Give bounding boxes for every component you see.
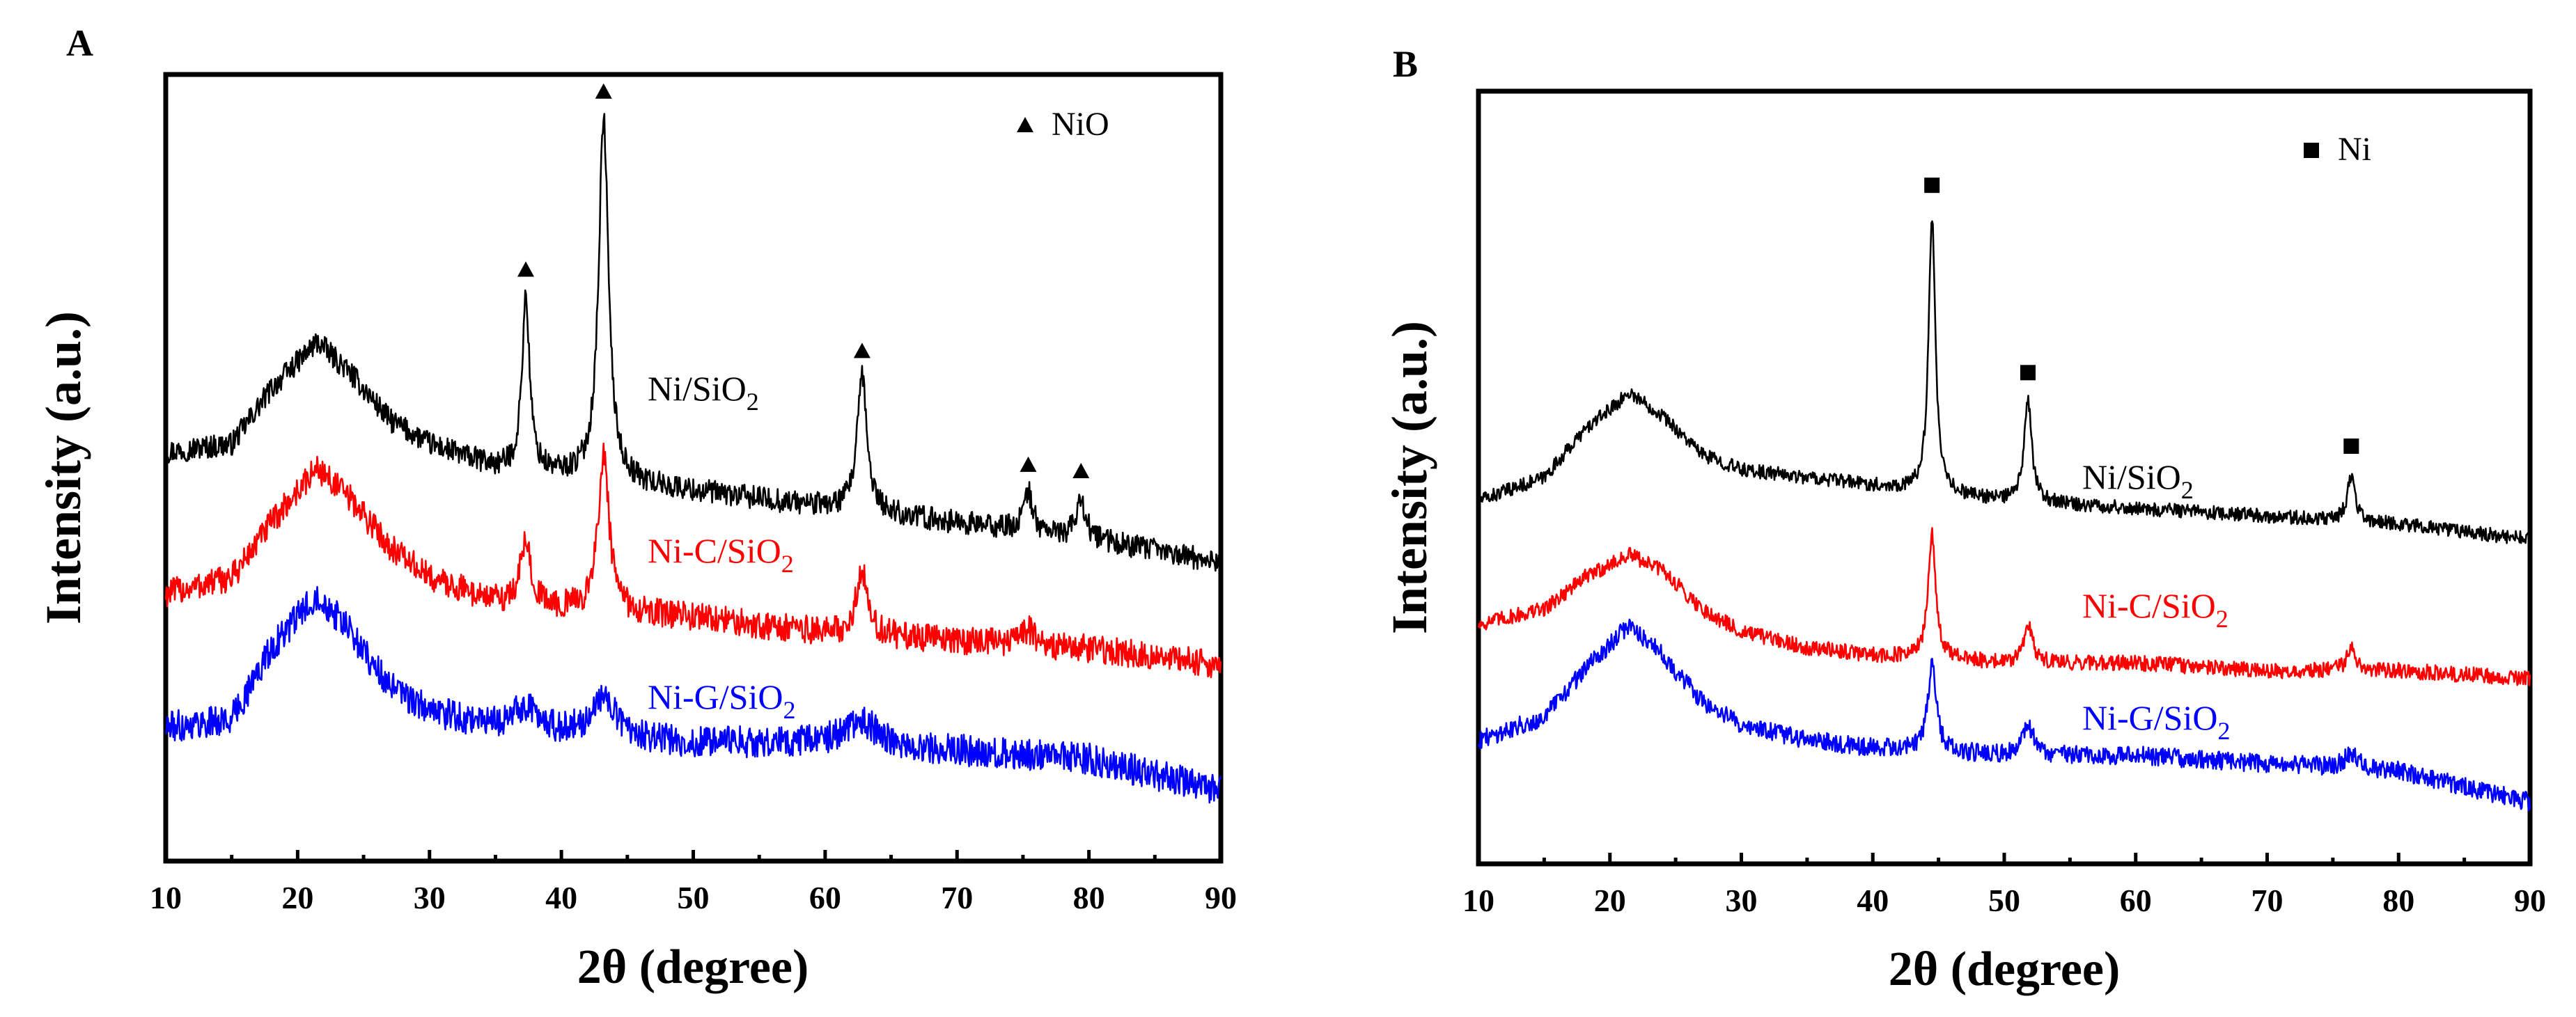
panel-a-series-label-ni-c-sio2: Ni-C/SiO2 (648, 531, 794, 578)
panel-b-series-line-ni-g-sio2 (1477, 618, 2531, 812)
panel-a-x-ticks: 10 20 30 40 50 60 70 80 90 (150, 850, 1237, 915)
panel-b-peak-markers (1924, 178, 2359, 454)
panel-b-x-tick-label: 30 (1726, 883, 1758, 918)
panel-a-legend: NiO (1017, 106, 1109, 143)
panel-b-series-label-ni-c-sio2: Ni-C/SiO2 (2082, 586, 2228, 633)
panel-b-x-tick-label: 50 (1988, 883, 2020, 918)
panel-a-x-tick-label: 10 (150, 880, 182, 915)
panel-a-series-line-ni-sio2 (164, 113, 1222, 572)
panel-b-x-tick-label: 90 (2514, 883, 2546, 918)
panel-a-x-axis-title: 2θ (degree) (577, 940, 809, 994)
panel-a-legend-label: NiO (1052, 106, 1109, 143)
panel-a-series-line-ni-c-sio2 (164, 442, 1222, 679)
panel-a-x-tick-label: 20 (281, 880, 313, 915)
panel-b-y-axis-title: Intensity (a.u.) (1382, 321, 1437, 634)
panel-a-series-line-ni-g-sio2 (164, 585, 1222, 804)
panel-a-x-tick-label: 30 (414, 880, 446, 915)
panel-b-series-line-ni-c-sio2 (1477, 527, 2531, 686)
panel-a-x-tick-label: 70 (941, 880, 973, 915)
panel-b-series-label-ni-sio2: Ni/SiO2 (2082, 457, 2194, 504)
panel-b-series-line-ni-sio2 (1477, 220, 2531, 544)
panel-b-x-tick-label: 40 (1857, 883, 1889, 918)
panel-a-peak-triangle-icon (517, 261, 534, 277)
panel-a-label: A (66, 22, 93, 64)
panel-a-series-label-ni-g-sio2: Ni-G/SiO2 (648, 677, 795, 724)
panel-a-peak-triangle-icon (1072, 463, 1090, 479)
panel-a-y-axis-title: Intensity (a.u.) (36, 311, 91, 624)
panel-b-legend: Ni (2304, 131, 2371, 168)
panel-a-series-label-ni-sio2: Ni/SiO2 (648, 369, 759, 416)
panel-a-peak-triangle-icon (1020, 456, 1037, 472)
panel-b-legend-square-icon (2304, 143, 2319, 158)
panel-b-x-tick-label: 20 (1594, 883, 1626, 918)
panel-b-plot-frame (1476, 88, 2533, 867)
panel-b-peak-square-icon (2343, 438, 2359, 454)
panel-a-peak-markers (517, 83, 1090, 479)
panel-b-series-label-ni-g-sio2: Ni-G/SiO2 (2082, 698, 2230, 745)
panel-b-label: B (1393, 43, 1418, 85)
panel-a-curves (164, 113, 1222, 804)
panel-b-peak-square-icon (1924, 178, 1940, 194)
panel-a-legend-triangle-icon (1017, 117, 1033, 132)
panel-b-x-ticks: 10 20 30 40 50 60 70 80 90 (1462, 853, 2546, 918)
panel-a: A 10 20 30 40 50 60 70 80 90 NiO Ni/SiO2 Ni-C/Si… (36, 22, 1237, 994)
panel-b-x-tick-label: 60 (2120, 883, 2152, 918)
panel-a-x-tick-label: 40 (545, 880, 577, 915)
panel-a-x-tick-label: 90 (1205, 880, 1237, 915)
panel-a-x-tick-label: 80 (1073, 880, 1105, 915)
panel-b-x-tick-label: 70 (2251, 883, 2284, 918)
panel-a-x-tick-label: 60 (809, 880, 841, 915)
panel-a-peak-triangle-icon (595, 83, 612, 99)
panel-b-x-tick-label: 80 (2382, 883, 2414, 918)
panel-b-x-axis-title: 2θ (degree) (1889, 943, 2121, 996)
panel-b-curves (1477, 220, 2531, 812)
panel-b: B 10 20 30 40 50 60 70 80 90 Ni Ni/SiO2 Ni-C/SiO… (1382, 43, 2546, 996)
panel-a-x-tick-label: 50 (678, 880, 710, 915)
panel-a-peak-triangle-icon (853, 342, 871, 358)
panel-b-legend-label: Ni (2338, 131, 2371, 168)
panel-b-x-tick-label: 10 (1462, 883, 1494, 918)
panel-b-peak-square-icon (2020, 365, 2036, 381)
